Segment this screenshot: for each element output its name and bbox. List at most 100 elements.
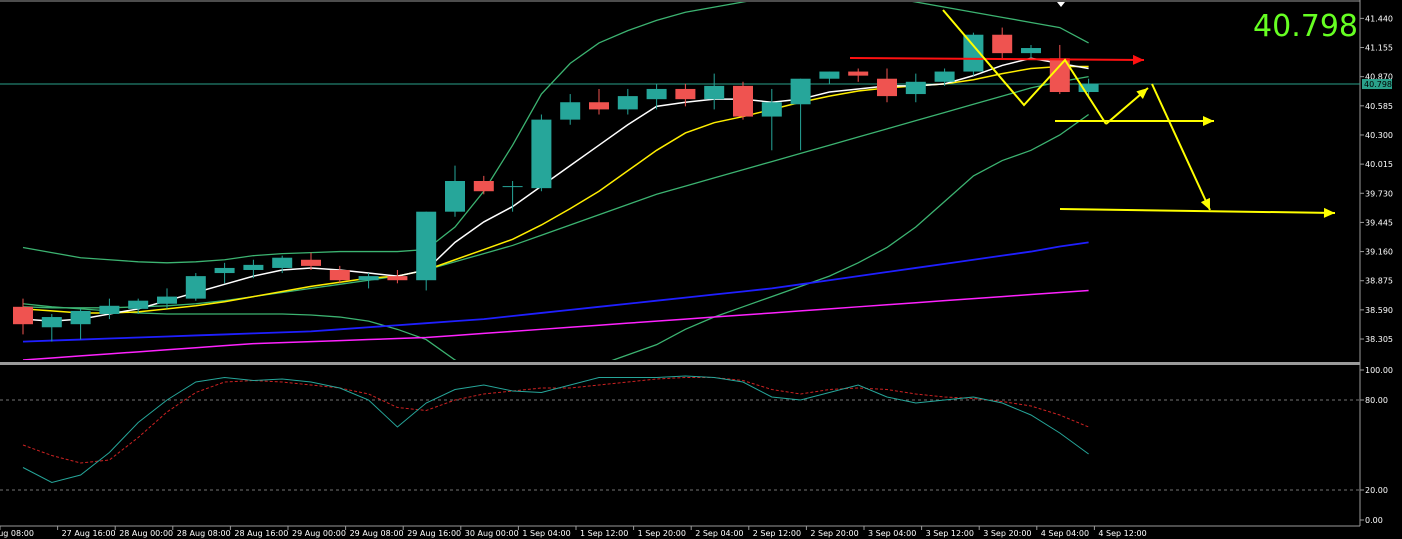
ma-blue-line [22, 241, 1089, 343]
price-tick-label: 41.155 [1365, 44, 1393, 53]
candle-body [70, 310, 91, 325]
price-tick-label: 40.300 [1365, 131, 1393, 140]
candle-body [589, 102, 609, 110]
osc-tick-label: 100.00 [1365, 366, 1393, 375]
candle-body [790, 78, 811, 105]
time-tick-label: 29 Aug 08:00 [350, 529, 404, 538]
candle-body [99, 305, 120, 314]
candle-body [963, 34, 984, 72]
time-tick-label: 29 Aug 16:00 [407, 529, 461, 538]
candle-body [214, 267, 235, 274]
time-tick-label: 2 Sep 12:00 [753, 529, 801, 538]
yellow-down-arrow [1151, 83, 1211, 211]
annotations [849, 9, 1336, 218]
osc-tick-label: 0.00 [1365, 516, 1383, 525]
time-tick-label: 28 Aug 00:00 [119, 529, 173, 538]
price-tick-label: 40.585 [1365, 102, 1393, 111]
candle-body [934, 71, 955, 82]
candle-body [185, 276, 206, 299]
stoch-main-line [22, 375, 1089, 484]
yellow-target-arrow-head [1323, 207, 1335, 218]
price-tick-label: 39.445 [1365, 218, 1393, 227]
candle-body [761, 102, 782, 117]
candle-body [1049, 58, 1070, 93]
bollinger-upper-line [22, 2, 1089, 264]
candle-body [128, 300, 149, 309]
time-tick-label: 27 Aug 16:00 [62, 529, 116, 538]
time-tick-label: 1 Sep 12:00 [580, 529, 628, 538]
candle-body [675, 88, 696, 100]
time-tick-label: 3 Sep 04:00 [868, 529, 916, 538]
current-price-tag-label: 40.798 [1364, 80, 1392, 89]
time-tick-label: 28 Aug 08:00 [177, 529, 231, 538]
candle-body [848, 71, 869, 76]
yellow-down-arrow-head [1200, 197, 1210, 210]
candle-body [329, 269, 350, 281]
time-tick-label: 4 Sep 04:00 [1041, 529, 1089, 538]
time-tick-label: 27 Aug 08:00 [0, 529, 34, 538]
candle-body [992, 34, 1013, 54]
candle-body [358, 276, 379, 281]
panel-divider[interactable] [0, 362, 1360, 365]
candle-body [1021, 48, 1041, 54]
candle-body [41, 317, 62, 328]
candle-body [560, 102, 581, 120]
candle-body [473, 181, 494, 192]
yellow-up-arrow-head [1136, 88, 1148, 99]
time-tick-label: 1 Sep 20:00 [638, 529, 686, 538]
candle-body [272, 257, 293, 268]
red-resistance-arrow [849, 57, 1145, 61]
time-tick-label: 28 Aug 16:00 [234, 529, 288, 538]
time-tick-label: 2 Sep 20:00 [810, 529, 858, 538]
time-tick-label: 3 Sep 20:00 [983, 529, 1031, 538]
candle-body [819, 71, 840, 79]
candle-body [877, 78, 897, 97]
price-tick-label: 39.160 [1365, 248, 1393, 257]
time-tick-label: 4 Sep 12:00 [1098, 529, 1146, 538]
price-tick-label: 38.305 [1365, 335, 1393, 344]
yellow-support-arrow-head [1203, 116, 1214, 126]
candle-body [445, 181, 465, 212]
bollinger-middle-line [22, 76, 1089, 309]
price-tick-label: 38.590 [1365, 306, 1393, 315]
candle-body [531, 119, 552, 189]
price-axis: 41.440 41.155 40.870 40.585 40.300 40.015 39.7… [0, 14, 1393, 344]
stoch-signal-line [22, 377, 1089, 464]
time-tick-label: 29 Aug 00:00 [292, 529, 346, 538]
bollinger-bands [22, 2, 1089, 360]
yellow-target-arrow [1059, 208, 1336, 214]
candle-body [1078, 83, 1099, 93]
osc-tick-label: 80.00 [1365, 396, 1388, 405]
time-tick-label: 2 Sep 04:00 [695, 529, 743, 538]
candle-body [157, 296, 177, 304]
time-tick-label: 1 Sep 04:00 [522, 529, 570, 538]
price-tick-label: 40.015 [1365, 160, 1393, 169]
yellow-zigzag-path [942, 9, 1107, 125]
price-tick-label: 38.875 [1365, 277, 1393, 286]
candle-body [733, 85, 753, 117]
shift-marker-icon[interactable] [1057, 2, 1065, 7]
ma-magenta-line [22, 289, 1089, 360]
time-tick-label: 30 Aug 00:00 [465, 529, 519, 538]
osc-tick-label: 20.00 [1365, 486, 1388, 495]
candle-body [502, 186, 523, 188]
candle-body [905, 81, 926, 95]
current-price-display: 40.798 [1253, 9, 1358, 44]
candle-body [387, 276, 408, 281]
time-tick-label: 3 Sep 12:00 [926, 529, 974, 538]
candle-body [704, 85, 725, 100]
candle-body [301, 259, 321, 266]
candlesticks [13, 27, 1099, 342]
price-tick-label: 40.870 [1365, 73, 1393, 82]
candle-body [646, 88, 667, 100]
candle-body [617, 96, 638, 110]
price-tick-label: 39.730 [1365, 189, 1393, 198]
bollinger-lower-line [22, 113, 1089, 360]
current-price-tag [1362, 79, 1392, 90]
red-resistance-arrow-head [1132, 54, 1144, 65]
price-tick-label: 41.440 [1365, 14, 1393, 23]
candle-body [13, 306, 33, 325]
candle-body [416, 211, 437, 281]
